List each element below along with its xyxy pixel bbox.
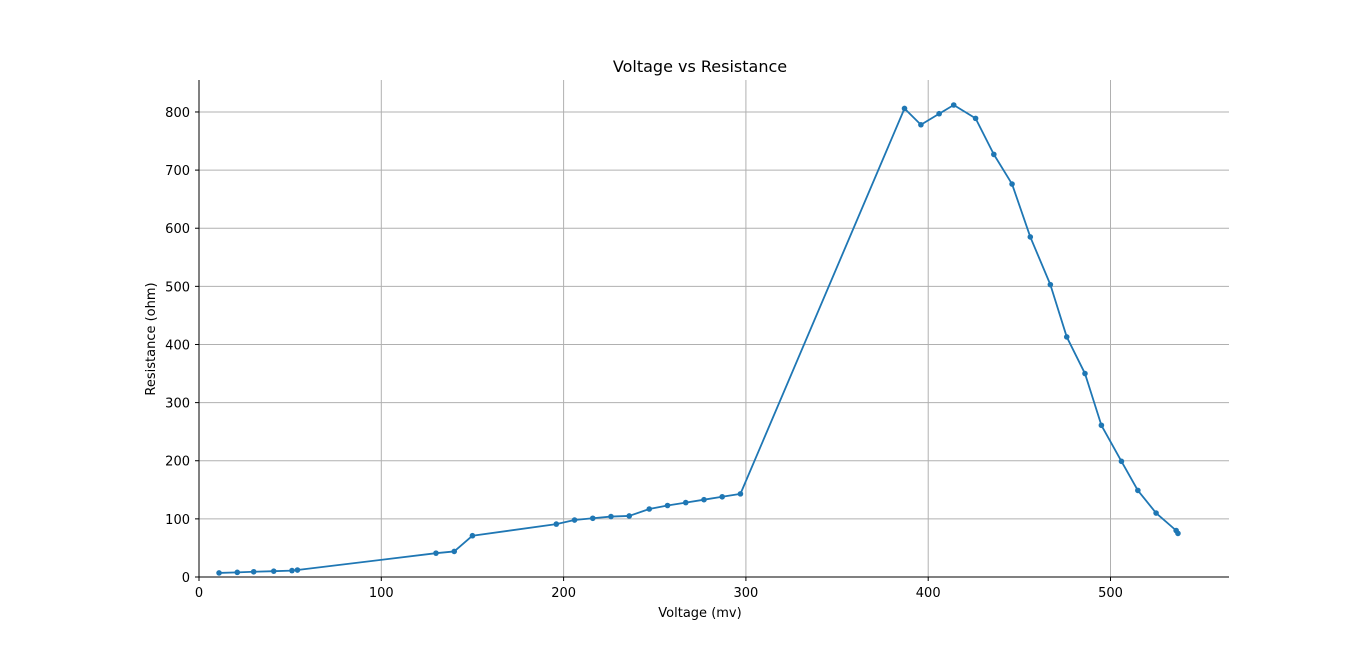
data-point xyxy=(991,151,997,158)
data-point xyxy=(701,496,707,503)
tick-labels: 0 100 200 300 400 500 0 100 200 300 400 500 600 700 80… xyxy=(165,106,1123,601)
y-tick-label: 800 xyxy=(165,106,190,121)
y-tick-label: 500 xyxy=(165,280,190,295)
data-point xyxy=(1047,281,1054,288)
x-tick-label: 100 xyxy=(369,586,394,601)
grid-lines xyxy=(199,80,1229,577)
data-point xyxy=(1098,422,1105,429)
y-tick-label: 0 xyxy=(182,571,190,586)
x-axis-title: Voltage (mv) xyxy=(658,606,741,621)
data-point xyxy=(936,110,942,117)
data-point xyxy=(719,493,726,500)
y-tick-label: 100 xyxy=(165,513,190,528)
data-point xyxy=(571,517,578,523)
data-point xyxy=(950,102,957,108)
data-point xyxy=(1118,458,1125,465)
data-point xyxy=(972,115,979,122)
data-point xyxy=(918,121,924,128)
data-point xyxy=(737,491,744,497)
data-point xyxy=(1082,370,1088,377)
x-tick-label: 400 xyxy=(916,586,941,601)
data-point xyxy=(1009,181,1015,187)
data-point xyxy=(1027,234,1034,240)
data-point xyxy=(646,506,653,512)
data-point xyxy=(664,502,671,509)
series-line xyxy=(219,104,1179,574)
data-point xyxy=(250,568,257,575)
x-tick-label: 500 xyxy=(1098,586,1123,601)
data-point xyxy=(1153,510,1159,516)
y-axis-title: Resistance (ohm) xyxy=(144,282,159,395)
data-series xyxy=(216,102,1181,576)
data-point xyxy=(626,513,633,519)
y-tick-label: 600 xyxy=(165,222,190,237)
x-tick-label: 300 xyxy=(733,586,758,601)
chart-title: Voltage vs Resistance xyxy=(613,57,787,76)
x-tick-label: 0 xyxy=(195,586,203,601)
data-point xyxy=(451,548,458,555)
y-tick-label: 400 xyxy=(165,338,190,353)
data-point xyxy=(1175,530,1181,537)
y-tick-label: 200 xyxy=(165,455,190,470)
data-point xyxy=(469,532,476,539)
data-point xyxy=(289,567,295,574)
data-point xyxy=(682,499,689,506)
data-point xyxy=(553,521,560,527)
data-point xyxy=(1063,334,1070,340)
data-point xyxy=(608,513,614,520)
data-point xyxy=(270,568,277,574)
data-point xyxy=(216,570,222,576)
x-tick-label: 200 xyxy=(551,586,576,601)
axes xyxy=(195,80,1229,581)
data-point xyxy=(589,515,596,522)
y-tick-label: 700 xyxy=(165,164,190,179)
data-point xyxy=(901,105,908,112)
data-point xyxy=(433,550,439,556)
data-point xyxy=(1135,487,1141,494)
y-tick-label: 300 xyxy=(165,397,190,412)
data-point xyxy=(294,567,301,573)
data-point xyxy=(234,569,241,576)
